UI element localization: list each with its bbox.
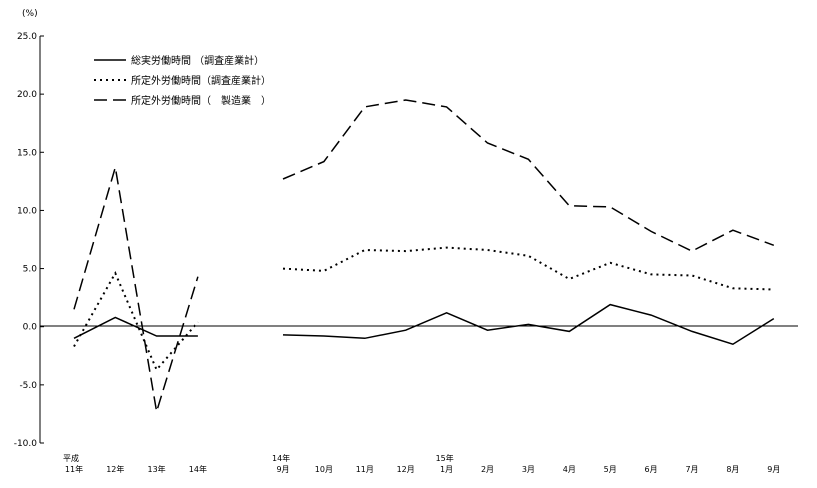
series-lines — [73, 99, 775, 412]
x-tick-label: 8月 — [726, 465, 739, 474]
x-tick-label: 11年 — [65, 464, 83, 474]
y-tick-label: 5.0 — [23, 265, 38, 275]
x-tick-label-top: 平成 — [63, 453, 79, 463]
y-tick-labels: 25.0 20.0 15.0 10.0 5.0 0.0 -5.0 -10.0 — [14, 32, 44, 449]
series-line-3 — [73, 167, 199, 412]
y-tick-label: 15.0 — [17, 148, 37, 158]
y-tick-label: 10.0 — [17, 206, 37, 216]
series-line-2 — [282, 246, 774, 291]
y-tick-label: -10.0 — [14, 439, 38, 449]
x-tick-label-top: 15年 — [436, 453, 454, 463]
x-tick-label: 4月 — [563, 465, 576, 474]
y-tick-label: 25.0 — [17, 32, 37, 42]
x-tick-label: 9月 — [767, 465, 780, 474]
unit-label: (%) — [22, 9, 38, 19]
y-tick-label: 20.0 — [17, 90, 37, 100]
legend-label-1: 総実労働時間 （調査産業計） — [131, 54, 264, 67]
x-tick-label: 7月 — [685, 465, 698, 474]
series-line-2 — [73, 270, 199, 372]
x-tick-label: 12月 — [397, 465, 415, 474]
series-line-1 — [73, 316, 198, 339]
x-tick-label: 6月 — [645, 465, 658, 474]
x-tick-label-top: 14年 — [272, 453, 290, 463]
x-tick-label: 9月 — [276, 465, 289, 474]
x-tick-label: 1月 — [440, 465, 453, 474]
legend-label-2: 所定外労働時間（調査産業計） — [131, 74, 271, 87]
x-tick-label: 14年 — [189, 464, 207, 474]
x-tick-label: 2月 — [481, 465, 494, 474]
legend-label-3: 所定外労働時間（ 製造業 ） — [131, 94, 271, 107]
x-tick-label: 10月 — [315, 465, 333, 474]
series-line-1 — [282, 303, 775, 346]
legend: 総実労働時間 （調査産業計） 所定外労働時間（調査産業計） 所定外労働時間（ 製造業… — [94, 54, 271, 107]
x-tick-label: 3月 — [522, 465, 535, 474]
x-tick-label: 13年 — [148, 464, 166, 474]
y-tick-label: -5.0 — [19, 381, 37, 391]
series-line-3 — [282, 99, 775, 252]
x-tick-label: 11月 — [356, 465, 374, 474]
x-tick-label: 5月 — [604, 465, 617, 474]
y-tick-label: 0.0 — [23, 323, 38, 333]
x-tick-label: 12年 — [106, 464, 124, 474]
